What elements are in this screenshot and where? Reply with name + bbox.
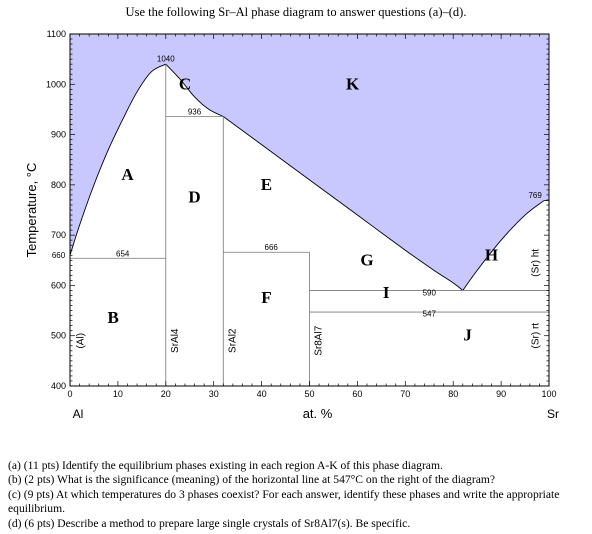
compound-label-sr8al7: Sr8Al7 [314, 325, 325, 355]
x-tick-label: 30 [209, 389, 219, 399]
x-end-label-sr: Sr [547, 407, 559, 421]
x-tick-label: 60 [352, 389, 362, 399]
x-tick-label: 50 [304, 389, 314, 399]
region-label-j: J [463, 326, 472, 345]
region-label-a: A [121, 165, 134, 184]
question-a: (a) (11 pts) Identify the equilibrium ph… [8, 459, 443, 472]
region-label-k: K [346, 74, 360, 93]
y-tick-label: 500 [51, 331, 66, 341]
compound-label-sral2: SrAl2 [227, 328, 238, 353]
questions-block: (a) (11 pts) Identify the equilibrium ph… [8, 459, 588, 531]
x-tick-label: 40 [257, 389, 267, 399]
x-tick-label: 80 [448, 389, 458, 399]
question-c: (c) (9 pts) At which temperatures do 3 p… [8, 487, 560, 516]
liquidus-eutectic-to-sr [462, 200, 545, 291]
line-label-590: 590 [423, 288, 437, 297]
line-label-547: 547 [423, 310, 437, 319]
region-label-e: E [261, 175, 272, 194]
x-tick-label: 10 [113, 389, 123, 399]
x-tick-label: 100 [541, 389, 556, 399]
y-tick-label: 700 [51, 230, 66, 240]
question-b: (b) (2 pts) What is the significance (me… [8, 473, 496, 487]
x-tick-label: 0 [67, 389, 72, 399]
liquid-region [70, 34, 549, 291]
liquidus-al-side [69, 63, 167, 256]
x-tick-label: 90 [496, 389, 506, 399]
y-axis-label: Temperature, °C [24, 163, 39, 258]
phase-label-srrt: (Sr) rt [531, 323, 542, 349]
line-label-936: 936 [188, 107, 202, 116]
region-label-h: H [485, 245, 498, 264]
region-label-d: D [188, 187, 200, 206]
y-tick-label: 400 [51, 381, 66, 391]
y-tick-label: 800 [51, 180, 66, 190]
phase-label-srht: (Sr) ht [531, 249, 542, 277]
region-label-g: G [360, 250, 373, 269]
region-label-i: I [383, 283, 390, 302]
y-tick-label: 1100 [47, 29, 66, 39]
y-tick-label: 600 [51, 280, 66, 290]
liquidus-sral2-to-eutectic [223, 116, 464, 291]
annotation-1040: 1040 [157, 55, 175, 64]
phase-label-al: (Al) [76, 333, 87, 349]
header-text: Use the following Sr–Al phase diagram to… [125, 5, 467, 19]
compound-label-sral4: SrAl4 [170, 328, 181, 353]
x-axis-label: at. % [303, 406, 333, 421]
x-tick-label: 70 [400, 389, 410, 399]
annotation-660: 660 [52, 251, 66, 260]
line-label-654: 654 [116, 249, 130, 258]
x-tick-label: 20 [161, 389, 171, 399]
x-end-label-al: Al [73, 407, 84, 421]
y-tick-label: 900 [51, 130, 66, 140]
region-label-f: F [261, 288, 271, 307]
region-label-c: C [179, 74, 191, 93]
question-d: (d) (6 pts) Describe a method to prepare… [8, 516, 411, 530]
region-label-b: B [107, 308, 118, 327]
line-label-666: 666 [265, 243, 279, 252]
y-tick-label: 1000 [46, 79, 66, 89]
liquidus-dome-right [165, 63, 224, 117]
annotation-769: 769 [528, 191, 542, 200]
